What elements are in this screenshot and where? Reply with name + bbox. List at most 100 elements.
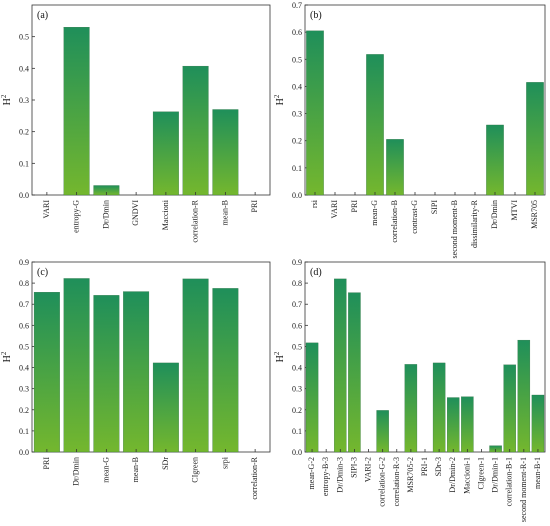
bar [63,278,90,453]
y-axis-label-main: H [2,98,13,105]
x-tick-label: Dr/Dmin-3 [335,457,344,493]
y-tick-label: 0.2 [292,406,302,415]
bar [526,82,544,196]
bar [182,65,209,196]
y-axis-label-superscript: 2 [273,94,281,98]
x-tick-label: rsi [310,199,319,208]
bar [348,292,361,453]
x-tick-label: correlation-R-3 [392,457,401,506]
bar [306,30,324,196]
x-tick-label: SDr [161,457,170,470]
x-tick-label: Maccioni-1 [462,457,471,494]
y-tick-label: 0.4 [292,364,302,373]
x-tick-label: PRI [250,200,259,213]
panel-label: (d) [310,267,322,278]
bar [123,291,150,453]
y-tick-label: 0.4 [292,82,302,91]
x-tick-label: correlation-G-2 [378,457,387,507]
y-axis-label-main: H [2,355,13,362]
x-tick-label: Maccioni [161,199,170,230]
bar [486,124,504,196]
y-tick-label: 0.5 [19,342,29,351]
y-tick-label: 0.2 [19,128,29,137]
x-tick-label: srpi [220,456,229,469]
y-tick-label: 0.1 [292,164,302,173]
panel-2: 0.0 0.1 0.2 0.3 0.4 0.5 0.6 0.7 H2 (b) rsi VARI PRI m… [273,1,546,258]
y-tick-label: 0.3 [292,110,302,119]
x-tick-label: Dr/Dmin-1 [491,457,500,493]
y-tick-label: 0.4 [19,64,29,73]
y-tick-label: 0.0 [292,191,302,200]
bar [404,364,418,453]
y-tick-label: 0.2 [292,137,302,146]
y-axis-label: H2 [273,351,286,362]
y-tick-label: 0.8 [292,279,302,288]
x-tick-label: PRI-1 [420,457,429,476]
bar [461,396,474,453]
y-tick-label: 0.0 [19,448,29,457]
y-tick-label: 0.3 [19,96,29,105]
bar [212,288,239,453]
y-tick-label: 0.2 [19,406,29,415]
y-tick-label: 0.3 [292,385,302,394]
bar [447,397,460,453]
y-tick-label: 0.6 [19,321,29,330]
x-tick-label: MSR705 [530,200,539,229]
panel-label: (a) [37,10,48,21]
panel-label: (c) [37,267,48,278]
bar [93,295,120,453]
panel-3: 0.0 0.1 0.2 0.3 0.4 0.5 0.6 0.7 0.8 0.9 H2 (c) PRI Dr… [0,258,271,500]
x-tick-label: correlation-R [191,199,200,242]
x-tick-label: mean-G [101,457,110,483]
bar [152,111,179,196]
bar [531,394,545,453]
x-tick-label: mean-B-1 [533,457,542,489]
y-axis-label-main: H [275,98,286,105]
x-tick-label: entropy-G [72,200,81,233]
y-tick-label: 0.7 [292,1,302,10]
x-tick-label: mean-B [131,457,140,482]
panel-4: 0.0 0.1 0.2 0.3 0.4 0.5 0.6 0.7 0.8 0.9 H2 (d) mean-… [273,258,546,522]
y-tick-label: 0.9 [19,258,29,267]
bar [63,27,90,196]
x-tick-label: CIgreen-1 [476,457,485,489]
y-tick-label: 0.1 [19,427,29,436]
panel-1: 0.0 0.1 0.2 0.3 0.4 0.5 H2 (a) VARI entropy-G Dr/D… [0,4,271,243]
y-tick-label: 0.0 [19,191,29,200]
x-tick-label: VARI [330,200,339,219]
y-tick-label: 0.5 [19,33,29,42]
bar [334,278,347,453]
y-tick-label: 0.9 [292,258,302,267]
bar [152,362,179,453]
x-tick-label: Dr/Dmin [72,457,81,486]
x-tick-label: MSR705-2 [406,457,415,493]
x-tick-label: VARI-2 [364,457,373,482]
y-axis-label-superscript: 2 [0,94,8,98]
bar [432,362,446,453]
y-axis-label-superscript: 2 [273,351,281,355]
x-tick-label: Dr/Dmin [101,200,110,229]
y-axis-label: H2 [0,351,13,362]
x-tick-label: Dr/Dmin [490,200,499,229]
x-tick-label: VARI [42,200,51,219]
x-tick-label: PRI [42,457,51,470]
x-tick-label: second moment-B [450,200,459,258]
x-tick-label: correlation-B [390,200,399,243]
y-tick-label: 0.3 [19,385,29,394]
y-tick-label: 0.8 [19,279,29,288]
y-tick-label: 0.4 [19,364,29,373]
y-tick-label: 0.1 [292,427,302,436]
plot-frame [31,261,271,453]
panel-label: (b) [310,10,322,21]
x-tick-label: correlation-B-1 [505,457,514,506]
y-tick-label: 0.5 [292,55,302,64]
y-tick-label: 0.5 [292,342,302,351]
bar [305,342,319,453]
bar [212,109,239,196]
x-tick-label: mean-G-2 [307,457,316,489]
bar [386,139,404,196]
x-tick-label: Dr/Dmin-2 [448,457,457,493]
x-tick-label: GNDVI [131,200,140,226]
